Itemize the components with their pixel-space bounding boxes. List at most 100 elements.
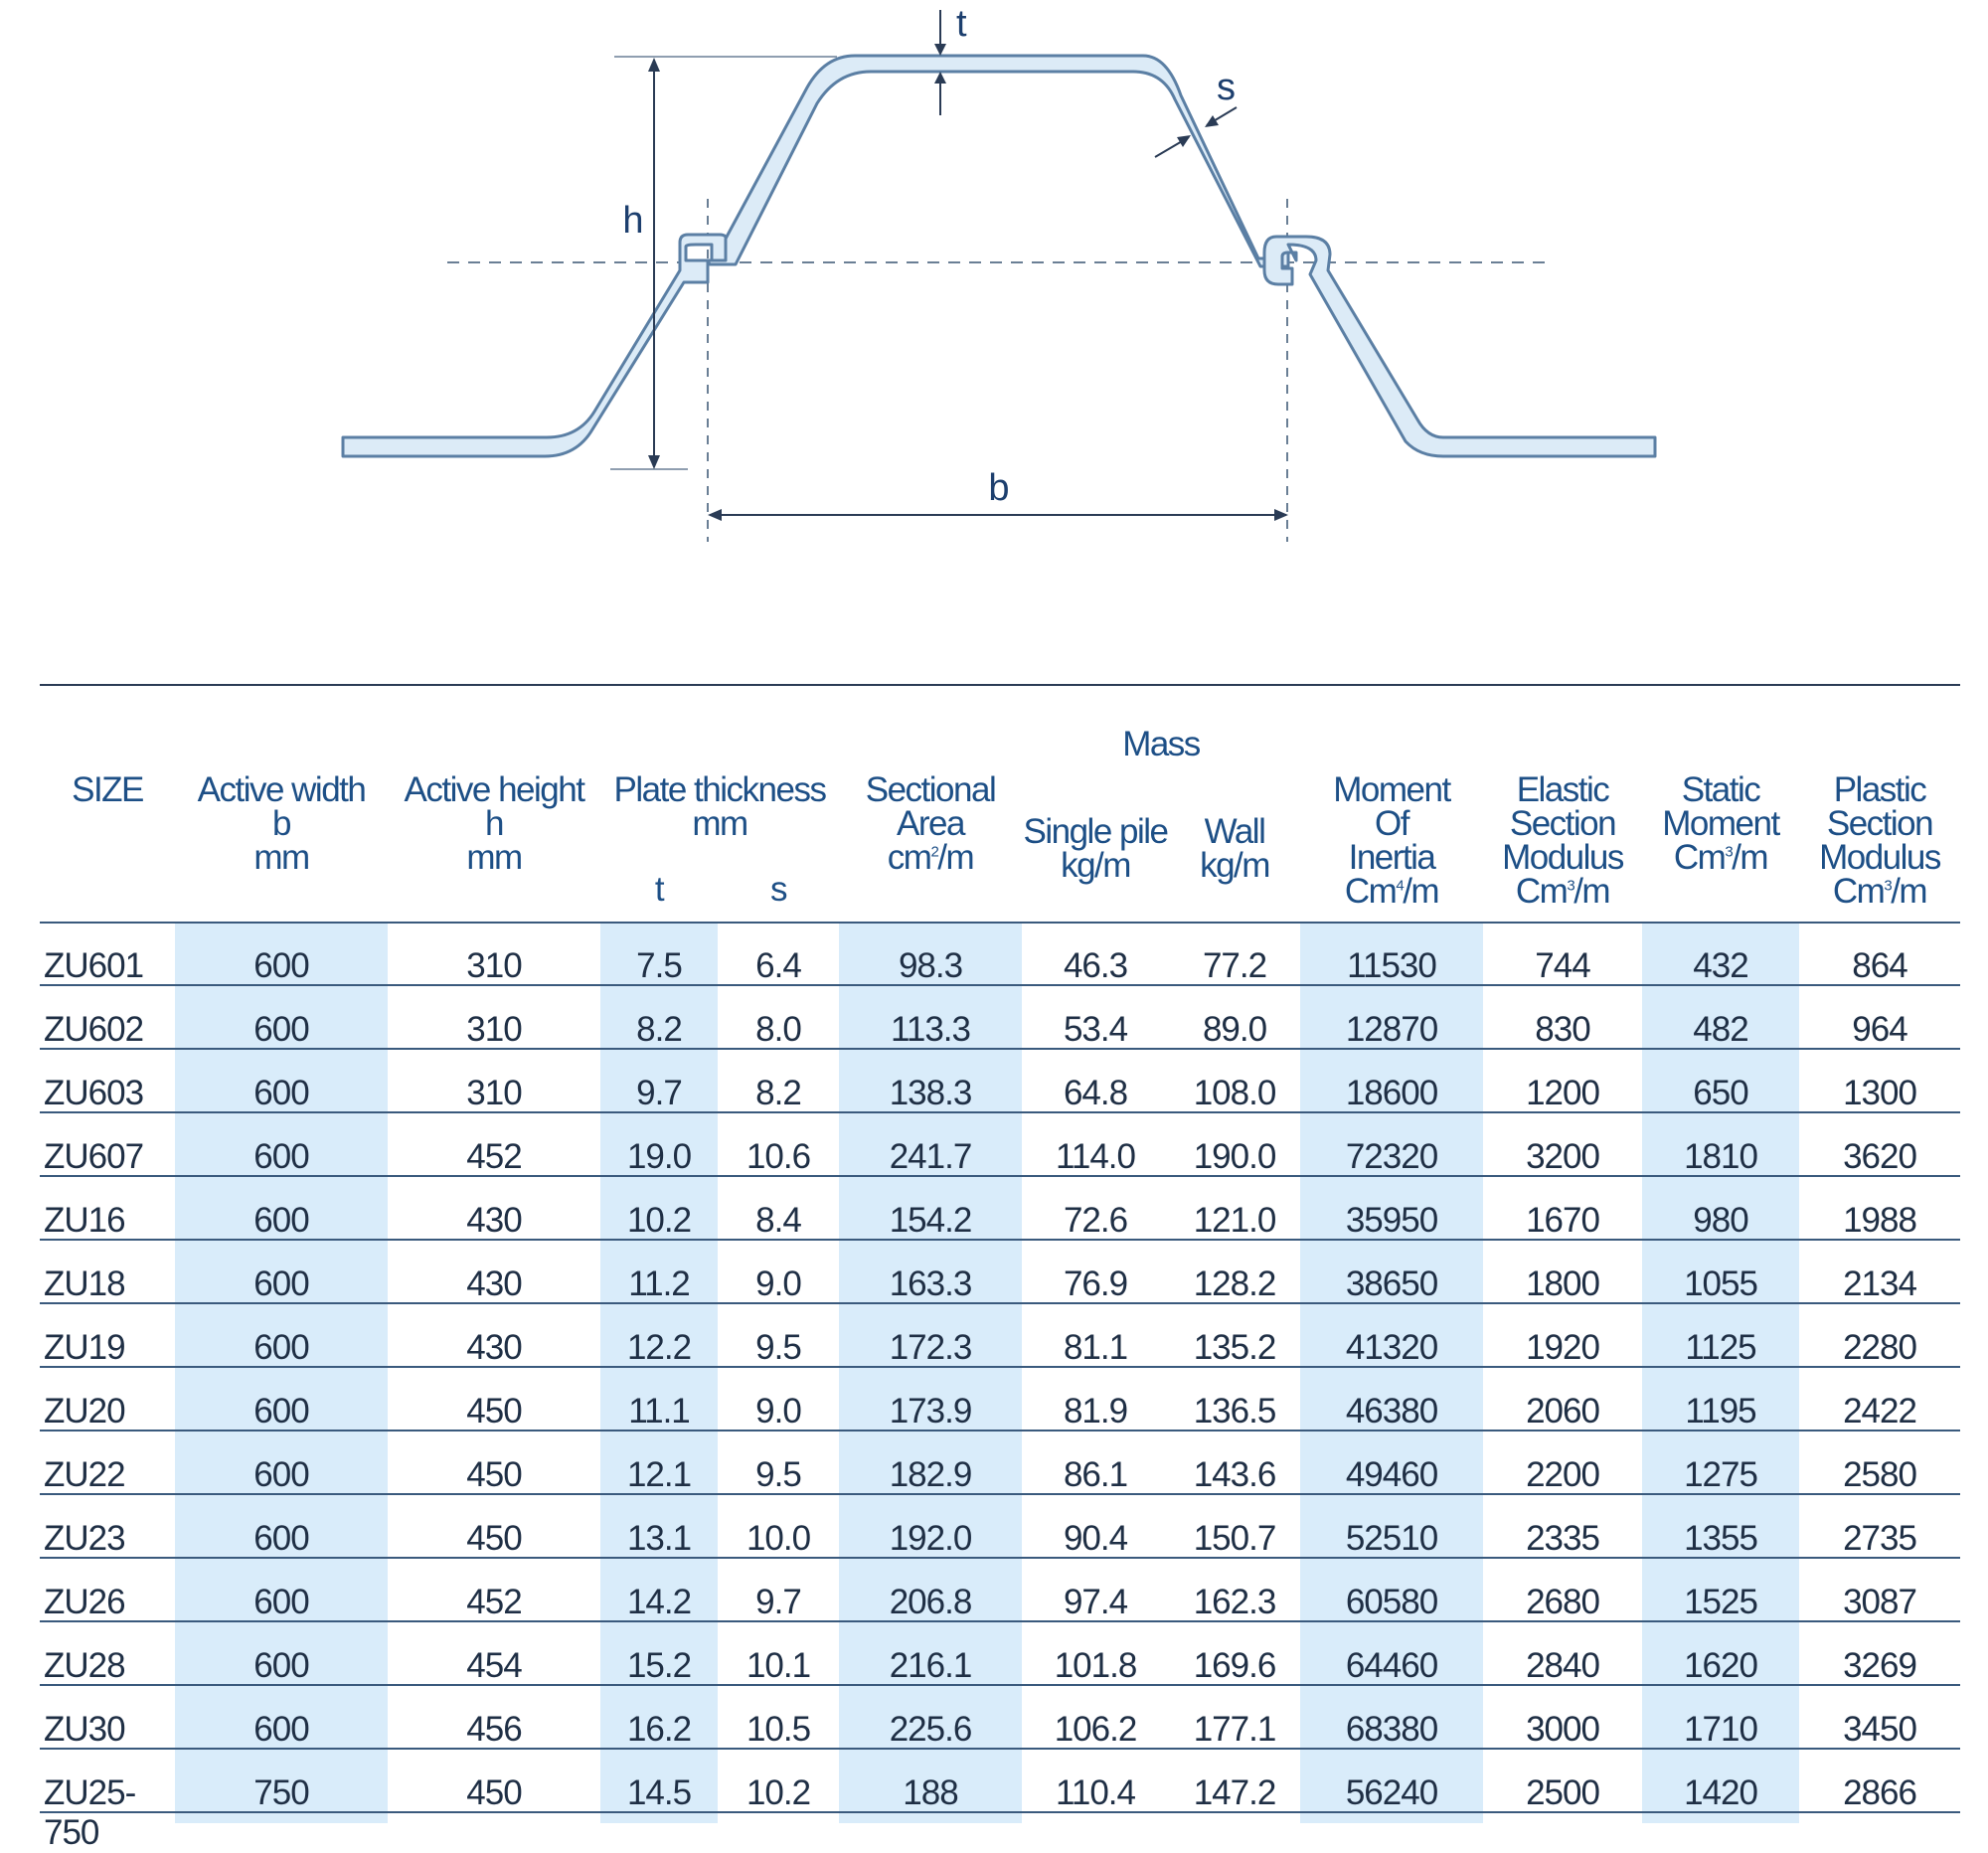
cell-mass-single: 81.1 bbox=[1063, 1328, 1128, 1367]
table-row: ZU19 600 430 12.2 9.5 172.3 81.1 135.2 41320 1920… bbox=[40, 1304, 1960, 1368]
cell-mass-wall: 136.5 bbox=[1193, 1392, 1277, 1431]
table-row: ZU607 600 452 19.0 10.6 241.7 114.0 190.0 72320 3… bbox=[40, 1113, 1960, 1177]
sheet-pile-profile-diagram: h b t s bbox=[341, 3, 1657, 542]
header-plate-thickness: Plate thickness mm bbox=[613, 770, 827, 843]
cell-plate-s: 10.1 bbox=[746, 1646, 811, 1685]
shade-col-static bbox=[1642, 923, 1799, 1823]
cell-elastic-modulus: 2200 bbox=[1526, 1455, 1600, 1494]
cell-moment-of-inertia: 68380 bbox=[1345, 1710, 1438, 1749]
cell-sectional-area: 98.3 bbox=[898, 946, 963, 985]
cell-plate-s: 9.5 bbox=[755, 1455, 802, 1494]
cell-elastic-modulus: 1800 bbox=[1526, 1264, 1600, 1303]
cell-active-width: 600 bbox=[253, 1264, 309, 1303]
center-pile-section bbox=[706, 54, 1290, 268]
cell-moment-of-inertia: 18600 bbox=[1345, 1074, 1438, 1112]
cell-mass-wall: 89.0 bbox=[1202, 1010, 1267, 1049]
cell-elastic-modulus: 1920 bbox=[1526, 1328, 1600, 1367]
cell-plate-t: 16.2 bbox=[626, 1710, 692, 1749]
cell-plastic-modulus: 1300 bbox=[1843, 1074, 1917, 1112]
cell-mass-single: 81.9 bbox=[1063, 1392, 1128, 1431]
cell-size: ZU28 bbox=[44, 1646, 126, 1685]
table-row: ZU20 600 450 11.1 9.0 173.9 81.9 136.5 46380 2060… bbox=[40, 1368, 1960, 1432]
cell-plate-s: 10.5 bbox=[746, 1710, 811, 1749]
cell-active-width: 600 bbox=[253, 1519, 309, 1558]
cell-mass-wall: 108.0 bbox=[1193, 1074, 1277, 1112]
cell-size: ZU25-750 bbox=[44, 1773, 136, 1852]
cell-sectional-area: 163.3 bbox=[889, 1264, 973, 1303]
cell-plate-s: 9.0 bbox=[755, 1392, 802, 1431]
cell-static-moment: 1055 bbox=[1684, 1264, 1758, 1303]
cell-size: ZU16 bbox=[44, 1201, 126, 1240]
shade-col-t bbox=[600, 923, 718, 1823]
cell-sectional-area: 113.3 bbox=[891, 1010, 971, 1049]
cell-active-width: 600 bbox=[253, 1392, 309, 1431]
cell-plate-t: 14.2 bbox=[626, 1583, 692, 1621]
b-arrow-left bbox=[708, 509, 722, 521]
cell-mass-wall: 77.2 bbox=[1202, 946, 1267, 985]
cell-mass-single: 90.4 bbox=[1063, 1519, 1128, 1558]
cell-sectional-area: 154.2 bbox=[889, 1201, 973, 1240]
cell-plastic-modulus: 2735 bbox=[1843, 1519, 1917, 1558]
cell-plate-t: 10.2 bbox=[626, 1201, 692, 1240]
cell-size: ZU601 bbox=[44, 946, 144, 985]
cell-active-width: 600 bbox=[253, 1710, 309, 1749]
cell-elastic-modulus: 2840 bbox=[1526, 1646, 1600, 1685]
cell-plate-s: 9.7 bbox=[755, 1583, 802, 1621]
right-pile-section bbox=[1262, 235, 1657, 458]
cell-mass-wall: 162.3 bbox=[1193, 1583, 1277, 1621]
cell-active-width: 600 bbox=[253, 1455, 309, 1494]
cell-active-height: 310 bbox=[466, 946, 522, 985]
cell-moment-of-inertia: 49460 bbox=[1345, 1455, 1438, 1494]
cell-moment-of-inertia: 64460 bbox=[1345, 1646, 1438, 1685]
shade-col-area bbox=[839, 923, 1022, 1823]
table-row: ZU23 600 450 13.1 10.0 192.0 90.4 150.7 52510 233… bbox=[40, 1495, 1960, 1559]
header-plate-t: t bbox=[654, 870, 665, 909]
header-bottom-rule bbox=[40, 922, 1960, 924]
cell-static-moment: 1620 bbox=[1684, 1646, 1758, 1685]
s-arrow-in bbox=[1205, 115, 1219, 127]
cell-moment-of-inertia: 72320 bbox=[1345, 1137, 1438, 1176]
cell-sectional-area: 225.6 bbox=[889, 1710, 973, 1749]
cell-plate-t: 14.5 bbox=[626, 1773, 692, 1812]
cell-size: ZU22 bbox=[44, 1455, 126, 1494]
cell-static-moment: 1355 bbox=[1684, 1519, 1758, 1558]
cell-elastic-modulus: 830 bbox=[1535, 1010, 1590, 1049]
cell-plate-t: 8.2 bbox=[636, 1010, 683, 1049]
cell-active-height: 430 bbox=[466, 1201, 522, 1240]
cell-plastic-modulus: 3620 bbox=[1843, 1137, 1917, 1176]
cell-mass-wall: 150.7 bbox=[1193, 1519, 1277, 1558]
cell-active-height: 454 bbox=[466, 1646, 522, 1685]
table-row: ZU602 600 310 8.2 8.0 113.3 53.4 89.0 12870 830 48… bbox=[40, 986, 1960, 1050]
cell-plastic-modulus: 2134 bbox=[1843, 1264, 1917, 1303]
cell-moment-of-inertia: 56240 bbox=[1345, 1773, 1438, 1812]
cell-plastic-modulus: 3087 bbox=[1843, 1583, 1917, 1621]
cell-size: ZU30 bbox=[44, 1710, 126, 1749]
table-row: ZU603 600 310 9.7 8.2 138.3 64.8 108.0 18600 1200… bbox=[40, 1050, 1960, 1113]
cell-active-width: 600 bbox=[253, 1646, 309, 1685]
cell-moment-of-inertia: 60580 bbox=[1345, 1583, 1438, 1621]
cell-plate-s: 10.2 bbox=[746, 1773, 811, 1812]
cell-mass-single: 114.0 bbox=[1056, 1137, 1136, 1176]
header-plastic-section-modulus: Plastic Section Modulus Cm3/m bbox=[1819, 770, 1941, 911]
cell-active-height: 450 bbox=[466, 1392, 522, 1431]
cell-size: ZU607 bbox=[44, 1137, 144, 1176]
cell-size: ZU20 bbox=[44, 1392, 126, 1431]
cell-active-height: 450 bbox=[466, 1455, 522, 1494]
table-row: ZU601 600 310 7.5 6.4 98.3 46.3 77.2 11530 744 432… bbox=[40, 923, 1960, 986]
cell-plastic-modulus: 3269 bbox=[1843, 1646, 1917, 1685]
cell-active-height: 310 bbox=[466, 1074, 522, 1112]
cell-static-moment: 1420 bbox=[1684, 1773, 1758, 1812]
left-pile-section bbox=[341, 233, 730, 458]
cell-plastic-modulus: 2580 bbox=[1843, 1455, 1917, 1494]
table-top-rule bbox=[40, 684, 1960, 686]
cell-sectional-area: 206.8 bbox=[889, 1583, 973, 1621]
cell-elastic-modulus: 2335 bbox=[1526, 1519, 1600, 1558]
cell-moment-of-inertia: 38650 bbox=[1345, 1264, 1438, 1303]
cell-mass-wall: 190.0 bbox=[1193, 1137, 1277, 1176]
header-mass: Mass bbox=[1122, 725, 1201, 763]
cell-static-moment: 1275 bbox=[1684, 1455, 1758, 1494]
header-size: SIZE bbox=[72, 770, 144, 809]
cell-plate-s: 10.0 bbox=[746, 1519, 811, 1558]
cell-plate-t: 13.1 bbox=[626, 1519, 692, 1558]
cell-active-height: 452 bbox=[466, 1137, 522, 1176]
